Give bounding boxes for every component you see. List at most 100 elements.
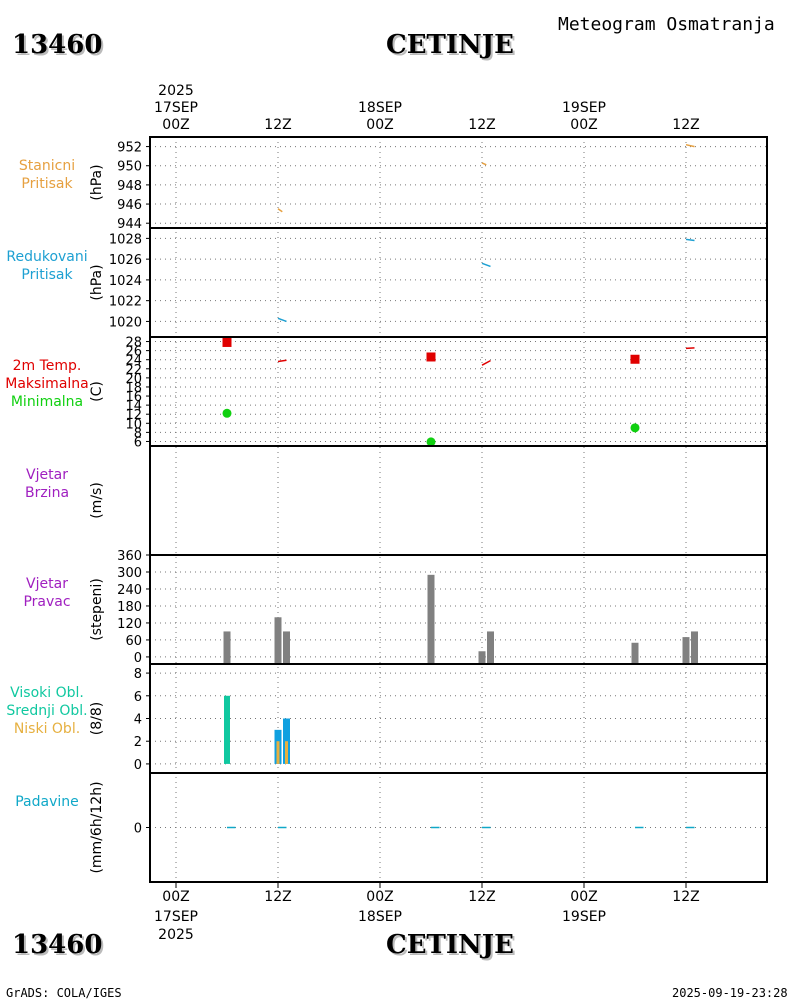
station-pressure-line (481, 162, 487, 166)
panel-label: Minimalna (11, 394, 83, 410)
time-tick-label-top: 00Z (366, 117, 393, 133)
unit-label: (hPa) (89, 264, 105, 300)
min-temp-marker (630, 423, 640, 433)
panel-frame (149, 772, 768, 883)
panel-label: Pritisak (21, 176, 73, 192)
year-label-bottom: 2025 (158, 927, 194, 943)
low-cloud-bar (285, 741, 288, 764)
y-tick-label: 2 (134, 735, 142, 750)
panel-label: 2m Temp. (13, 358, 82, 374)
y-tick-label: 1020 (109, 315, 142, 330)
temp-line (685, 347, 695, 350)
panel-frame (149, 227, 768, 338)
date-label-top: 17SEP (154, 100, 198, 116)
y-tick-label: 18 (125, 381, 142, 396)
y-tick-label: 8 (134, 667, 142, 682)
year-label-top: 2025 (158, 83, 194, 99)
y-tick-label: 16 (125, 390, 142, 405)
time-tick-label-top: 00Z (162, 117, 189, 133)
panel-label: Visoki Obl. (10, 685, 84, 701)
footer-credit: GrADS: COLA/IGES (6, 986, 122, 1000)
date-label-bottom: 17SEP (154, 909, 198, 925)
y-tick-label: 6 (134, 435, 142, 450)
station-pressure-line (277, 208, 283, 213)
y-tick-label: 1022 (109, 295, 142, 310)
panel-label: Pravac (23, 594, 70, 610)
date-label-bottom: 18SEP (358, 909, 402, 925)
date-label-top: 18SEP (358, 100, 402, 116)
y-tick-label: 0 (134, 651, 142, 666)
time-tick-label-top: 12Z (468, 117, 495, 133)
station-id-top: 13460 (12, 30, 103, 60)
y-tick-label: 8 (134, 426, 142, 441)
reduced-pressure-line (481, 262, 491, 268)
station-name-bottom: CETINJE (386, 930, 514, 960)
panel-label: Redukovani (6, 249, 87, 265)
high-cloud-bar (224, 695, 230, 764)
max-temp-marker (630, 354, 640, 364)
panel-frame (149, 336, 768, 447)
panel-label: Brzina (25, 485, 69, 501)
y-tick-label: 0 (134, 822, 142, 837)
time-tick-label-top: 00Z (570, 117, 597, 133)
panel-frame (149, 554, 768, 665)
y-tick-label: 240 (117, 583, 142, 598)
y-tick-label: 120 (117, 617, 142, 632)
y-tick-label: 300 (117, 566, 142, 581)
y-tick-label: 14 (125, 399, 142, 414)
footer-timestamp: 2025-09-19-23:28 (672, 986, 788, 1000)
y-tick-label: 360 (117, 549, 142, 564)
date-label-bottom: 19SEP (562, 909, 606, 925)
panel-label: Vjetar (26, 576, 68, 592)
y-tick-label: 24 (125, 354, 142, 369)
time-tick-label-bottom: 12Z (672, 889, 699, 905)
max-temp-marker (426, 352, 436, 362)
panel-label: Maksimalna (5, 376, 89, 392)
y-tick-label: 952 (117, 141, 142, 156)
unit-label: (C) (89, 381, 105, 402)
temp-line (277, 359, 287, 363)
reduced-pressure-line (277, 317, 287, 323)
y-tick-label: 10 (125, 417, 142, 432)
meteogram-title: Meteogram Osmatranja (558, 14, 775, 35)
time-tick-label-bottom: 00Z (366, 889, 393, 905)
time-tick-label-top: 12Z (672, 117, 699, 133)
y-tick-label: 4 (134, 713, 142, 728)
time-tick-label-bottom: 00Z (570, 889, 597, 905)
y-tick-label: 22 (125, 363, 142, 378)
wind-direction-bar (478, 651, 486, 664)
panel-label: Vjetar (26, 467, 68, 483)
y-tick-label: 20 (125, 372, 142, 387)
min-temp-marker (426, 437, 436, 447)
y-tick-label: 60 (125, 634, 142, 649)
y-tick-label: 948 (117, 179, 142, 194)
wind-direction-bar (283, 631, 290, 664)
station-pressure-line (685, 143, 695, 148)
wind-direction-bar (682, 637, 690, 664)
temp-line (481, 359, 491, 366)
wind-direction-bar (631, 642, 639, 664)
panel-label: Pritisak (21, 267, 73, 283)
y-tick-label: 1026 (109, 253, 142, 268)
panel-label: Niski Obl. (14, 721, 80, 737)
panel-frame (149, 136, 768, 229)
y-tick-label: 26 (125, 345, 142, 360)
y-tick-label: 28 (125, 336, 142, 351)
y-tick-label: 944 (117, 217, 142, 232)
y-tick-label: 1024 (109, 274, 142, 289)
panel-label: Stanicni (19, 158, 75, 174)
y-tick-label: 6 (134, 690, 142, 705)
y-tick-label: 180 (117, 600, 142, 615)
wind-direction-bar (223, 631, 231, 664)
wind-direction-bar (274, 617, 282, 664)
time-tick-label-bottom: 12Z (264, 889, 291, 905)
unit-label: (mm/6h/12h) (89, 781, 105, 873)
max-temp-marker (222, 337, 232, 347)
y-tick-label: 1028 (109, 232, 142, 247)
y-tick-label: 946 (117, 198, 142, 213)
unit-label: (8/8) (89, 702, 105, 735)
panel-frame (149, 445, 768, 556)
time-tick-label-bottom: 12Z (468, 889, 495, 905)
date-label-top: 19SEP (562, 100, 606, 116)
